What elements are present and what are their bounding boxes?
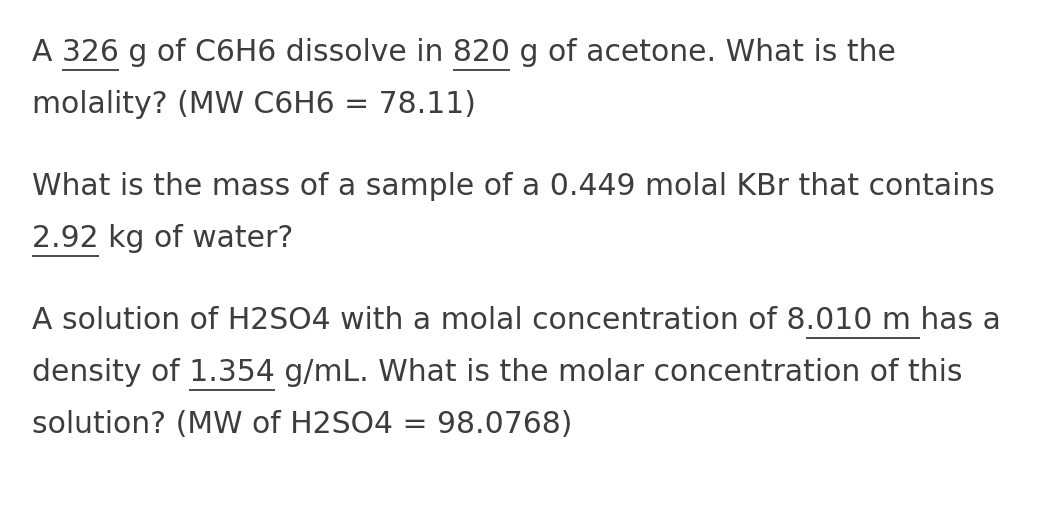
Text: 2.92 kg of water?: 2.92 kg of water? — [32, 224, 293, 253]
Text: A 326 g of C6H6 dissolve in 820 g of acetone. What is the: A 326 g of C6H6 dissolve in 820 g of ace… — [32, 38, 896, 67]
Text: solution? (MW of H2SO4 = 98.0768): solution? (MW of H2SO4 = 98.0768) — [32, 410, 572, 439]
Text: What is the mass of a sample of a 0.449 molal KBr that contains: What is the mass of a sample of a 0.449 … — [32, 172, 995, 201]
Text: density of 1.354 g/mL. What is the molar concentration of this: density of 1.354 g/mL. What is the molar… — [32, 358, 962, 387]
Text: A solution of H2SO4 with a molal concentration of 8.010 m has a: A solution of H2SO4 with a molal concent… — [32, 306, 1001, 335]
Text: molality? (MW C6H6 = 78.11): molality? (MW C6H6 = 78.11) — [32, 90, 475, 119]
